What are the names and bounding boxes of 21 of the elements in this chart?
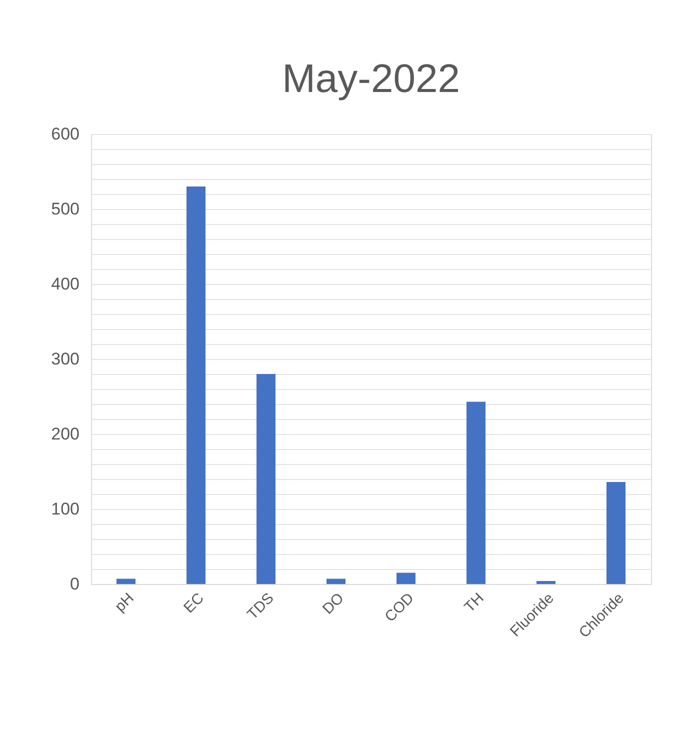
- x-tick-label: TDS: [244, 590, 278, 624]
- chart-title: May-2022: [282, 57, 460, 101]
- x-tick-label: DO: [319, 590, 348, 618]
- x-tick-label: TH: [461, 590, 488, 616]
- y-tick-label: 100: [51, 500, 80, 518]
- bar: [326, 578, 346, 584]
- x-tick-label: pH: [112, 590, 138, 616]
- bar: [186, 186, 206, 584]
- x-tick-label: EC: [180, 590, 208, 617]
- bar: [606, 482, 626, 584]
- bar: [466, 402, 486, 584]
- y-tick-label: 0: [70, 574, 80, 594]
- y-tick-label: 300: [51, 350, 80, 368]
- bar: [536, 581, 556, 584]
- bar: [256, 374, 276, 584]
- y-tick-label: 400: [51, 274, 80, 294]
- y-tick-label: 500: [51, 200, 80, 218]
- bar: [396, 572, 416, 584]
- y-tick-label: 600: [51, 124, 80, 144]
- y-tick-label: 200: [51, 424, 80, 444]
- bar: [116, 578, 136, 584]
